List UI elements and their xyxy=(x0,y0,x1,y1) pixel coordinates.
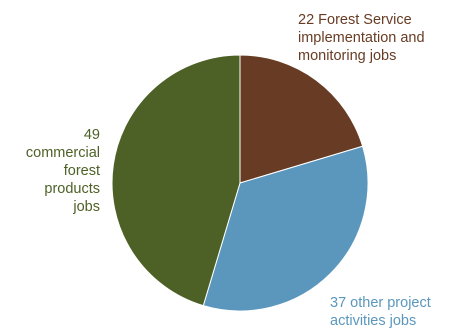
slice-commercial xyxy=(111,54,241,307)
slice-label-line: implementation and xyxy=(298,30,425,46)
slice-label-line: jobs xyxy=(73,199,100,215)
slice-other-project xyxy=(202,145,369,312)
slice-label-commercial: 49 commercial forest products jobs xyxy=(26,126,100,216)
pie-slices xyxy=(111,54,369,312)
slice-label-line: 22 Forest Service xyxy=(298,12,412,28)
slice-label-line: monitoring jobs xyxy=(298,48,397,64)
slice-label-line: commercial xyxy=(25,145,100,161)
slice-label-other-project: 37 other project activities jobs xyxy=(330,294,431,330)
slice-forest-service xyxy=(239,54,364,184)
slice-label-line: 37 other project xyxy=(330,295,431,311)
slice-label-forest-service: 22 Forest Service implementation and mon… xyxy=(298,11,425,65)
slice-label-line: activities jobs xyxy=(330,313,417,329)
slice-label-line: products xyxy=(44,181,100,197)
slice-label-line: forest xyxy=(63,163,100,179)
slice-label-line: 49 xyxy=(83,127,100,143)
